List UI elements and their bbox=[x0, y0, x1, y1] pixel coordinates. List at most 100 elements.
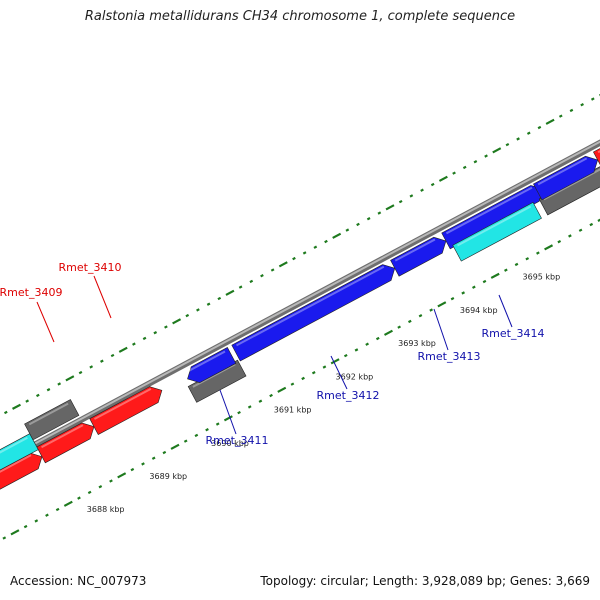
upper-scale-tick bbox=[302, 251, 307, 255]
lower-scale-tick bbox=[117, 472, 127, 479]
upper-scale-tick bbox=[89, 365, 94, 369]
upper-scale-tick bbox=[65, 375, 75, 382]
upper-scale-tick bbox=[225, 289, 235, 296]
upper-scale-tick bbox=[172, 318, 182, 325]
lower-scale-tick bbox=[77, 496, 81, 500]
upper-scale-tick bbox=[185, 313, 190, 318]
upper-scale-tick bbox=[196, 308, 200, 312]
upper-scale-tick bbox=[206, 302, 211, 306]
upper-scale-tick bbox=[580, 103, 584, 107]
gene-label-leader bbox=[219, 389, 237, 435]
upper-scale-tick bbox=[569, 108, 574, 113]
lower-scale-tick bbox=[215, 422, 220, 426]
upper-scale-tick bbox=[473, 160, 478, 164]
upper-scale-tick bbox=[526, 131, 531, 135]
lower-scale-tick bbox=[397, 325, 401, 329]
lower-scale-tick bbox=[162, 450, 167, 455]
upper-scale-tick bbox=[36, 393, 40, 398]
lower-scale-tick bbox=[482, 279, 487, 284]
gene-arrow-highlight bbox=[0, 436, 28, 454]
gene-arrow-highlight bbox=[445, 186, 533, 235]
lower-scale-tick bbox=[536, 251, 540, 255]
upper-scale-tick bbox=[118, 346, 128, 353]
gene-arrow bbox=[533, 155, 599, 201]
lower-scale-tick bbox=[34, 519, 39, 523]
gene-arrow bbox=[390, 236, 447, 277]
backbone-layer bbox=[0, 139, 600, 467]
upper-scale-tick bbox=[278, 261, 288, 268]
lower-scale-tick bbox=[472, 285, 476, 289]
lower-scale-tick bbox=[2, 536, 7, 540]
upper-scale-tick bbox=[78, 370, 83, 375]
lower-scale-tick bbox=[87, 490, 92, 495]
lower-scale-tick bbox=[301, 376, 305, 381]
upper-scale-tick bbox=[260, 274, 264, 278]
lower-scale-tick bbox=[194, 433, 199, 438]
lower-scale-tick bbox=[277, 386, 287, 393]
gene-label: Rmet_3414 bbox=[482, 327, 545, 340]
lower-scale-tick bbox=[544, 244, 554, 251]
upper-scale-tick bbox=[452, 171, 456, 175]
upper-scale-tick bbox=[292, 256, 296, 261]
gene-arrow-highlight bbox=[41, 424, 84, 449]
lower-scale-tick bbox=[525, 257, 530, 261]
upper-scale-tick bbox=[590, 97, 595, 101]
upper-scale-tick bbox=[420, 188, 424, 192]
upper-scale-tick bbox=[270, 268, 275, 272]
lower-scale-tick bbox=[354, 348, 359, 352]
gene-arrow bbox=[452, 201, 542, 262]
lower-scale-tick bbox=[597, 218, 600, 222]
upper-scale-tick bbox=[100, 359, 104, 363]
gene-arrow-highlight bbox=[93, 387, 152, 420]
upper-scale-tick bbox=[238, 285, 243, 289]
gene-arrow-highlight bbox=[394, 238, 436, 262]
lower-scale-tick bbox=[10, 529, 20, 536]
scale-tick-label: 3692 kbp bbox=[336, 372, 374, 381]
lower-scale-tick bbox=[322, 365, 327, 369]
gene-arrow-highlight bbox=[0, 454, 32, 473]
lower-scale-tick bbox=[461, 291, 466, 295]
upper-scale-tick bbox=[545, 118, 555, 125]
gene-arrow bbox=[24, 399, 80, 441]
upper-scale-tick bbox=[46, 388, 51, 392]
gene-arrow-highlight bbox=[457, 205, 532, 247]
lower-scale-tick bbox=[237, 410, 241, 415]
upper-scale-tick bbox=[377, 211, 382, 215]
gene-arrow bbox=[0, 433, 39, 471]
summary-text: Topology: circular; Length: 3,928,089 bp… bbox=[260, 574, 590, 588]
lower-scale-tick bbox=[183, 439, 188, 443]
gene-arrow bbox=[231, 264, 396, 362]
lower-scale-tick bbox=[205, 428, 209, 432]
lower-scale-tick bbox=[330, 358, 340, 365]
upper-scale-tick bbox=[484, 154, 488, 158]
gene-label-leader bbox=[498, 294, 513, 328]
map-title: Ralstonia metallidurans CH34 chromosome … bbox=[84, 9, 516, 24]
upper-scale-tick bbox=[164, 325, 168, 329]
upper-scale-tick bbox=[217, 296, 222, 301]
lower-scale-tick bbox=[170, 443, 180, 450]
lower-scale-tick bbox=[418, 314, 423, 318]
scale-tick-label: 3689 kbp bbox=[149, 472, 187, 481]
upper-scale-tick bbox=[57, 382, 62, 386]
lower-scale-tick bbox=[151, 456, 156, 460]
lower-scale-tick bbox=[98, 485, 103, 489]
upper-scale-tick bbox=[398, 199, 403, 204]
lower-scale-tick bbox=[55, 507, 60, 512]
gene-arrow bbox=[593, 148, 600, 165]
upper-scale-tick bbox=[430, 182, 435, 187]
tick-layer: 3688 kbp 3689 kbp 3690 kbp 3691 kbp 3692 kbp… bbox=[2, 93, 600, 540]
lower-scale-tick bbox=[109, 479, 113, 483]
accession-text: Accession: NC_007973 bbox=[10, 574, 147, 588]
lower-scale-tick bbox=[429, 308, 434, 312]
upper-scale-tick bbox=[438, 175, 448, 182]
gene-label-leader bbox=[93, 275, 112, 319]
label-layer: Rmet_3409 Rmet_3410 Rmet_3411 Rmet_3412 Rmet… bbox=[0, 261, 544, 447]
lower-scale-tick bbox=[365, 342, 369, 346]
upper-scale-tick bbox=[142, 336, 147, 341]
upper-scale-tick bbox=[324, 239, 328, 244]
gene-arrow-highlight bbox=[236, 265, 385, 347]
gene-layer bbox=[0, 148, 600, 490]
lower-scale-tick bbox=[290, 382, 295, 386]
backbone-highlight bbox=[0, 140, 600, 464]
